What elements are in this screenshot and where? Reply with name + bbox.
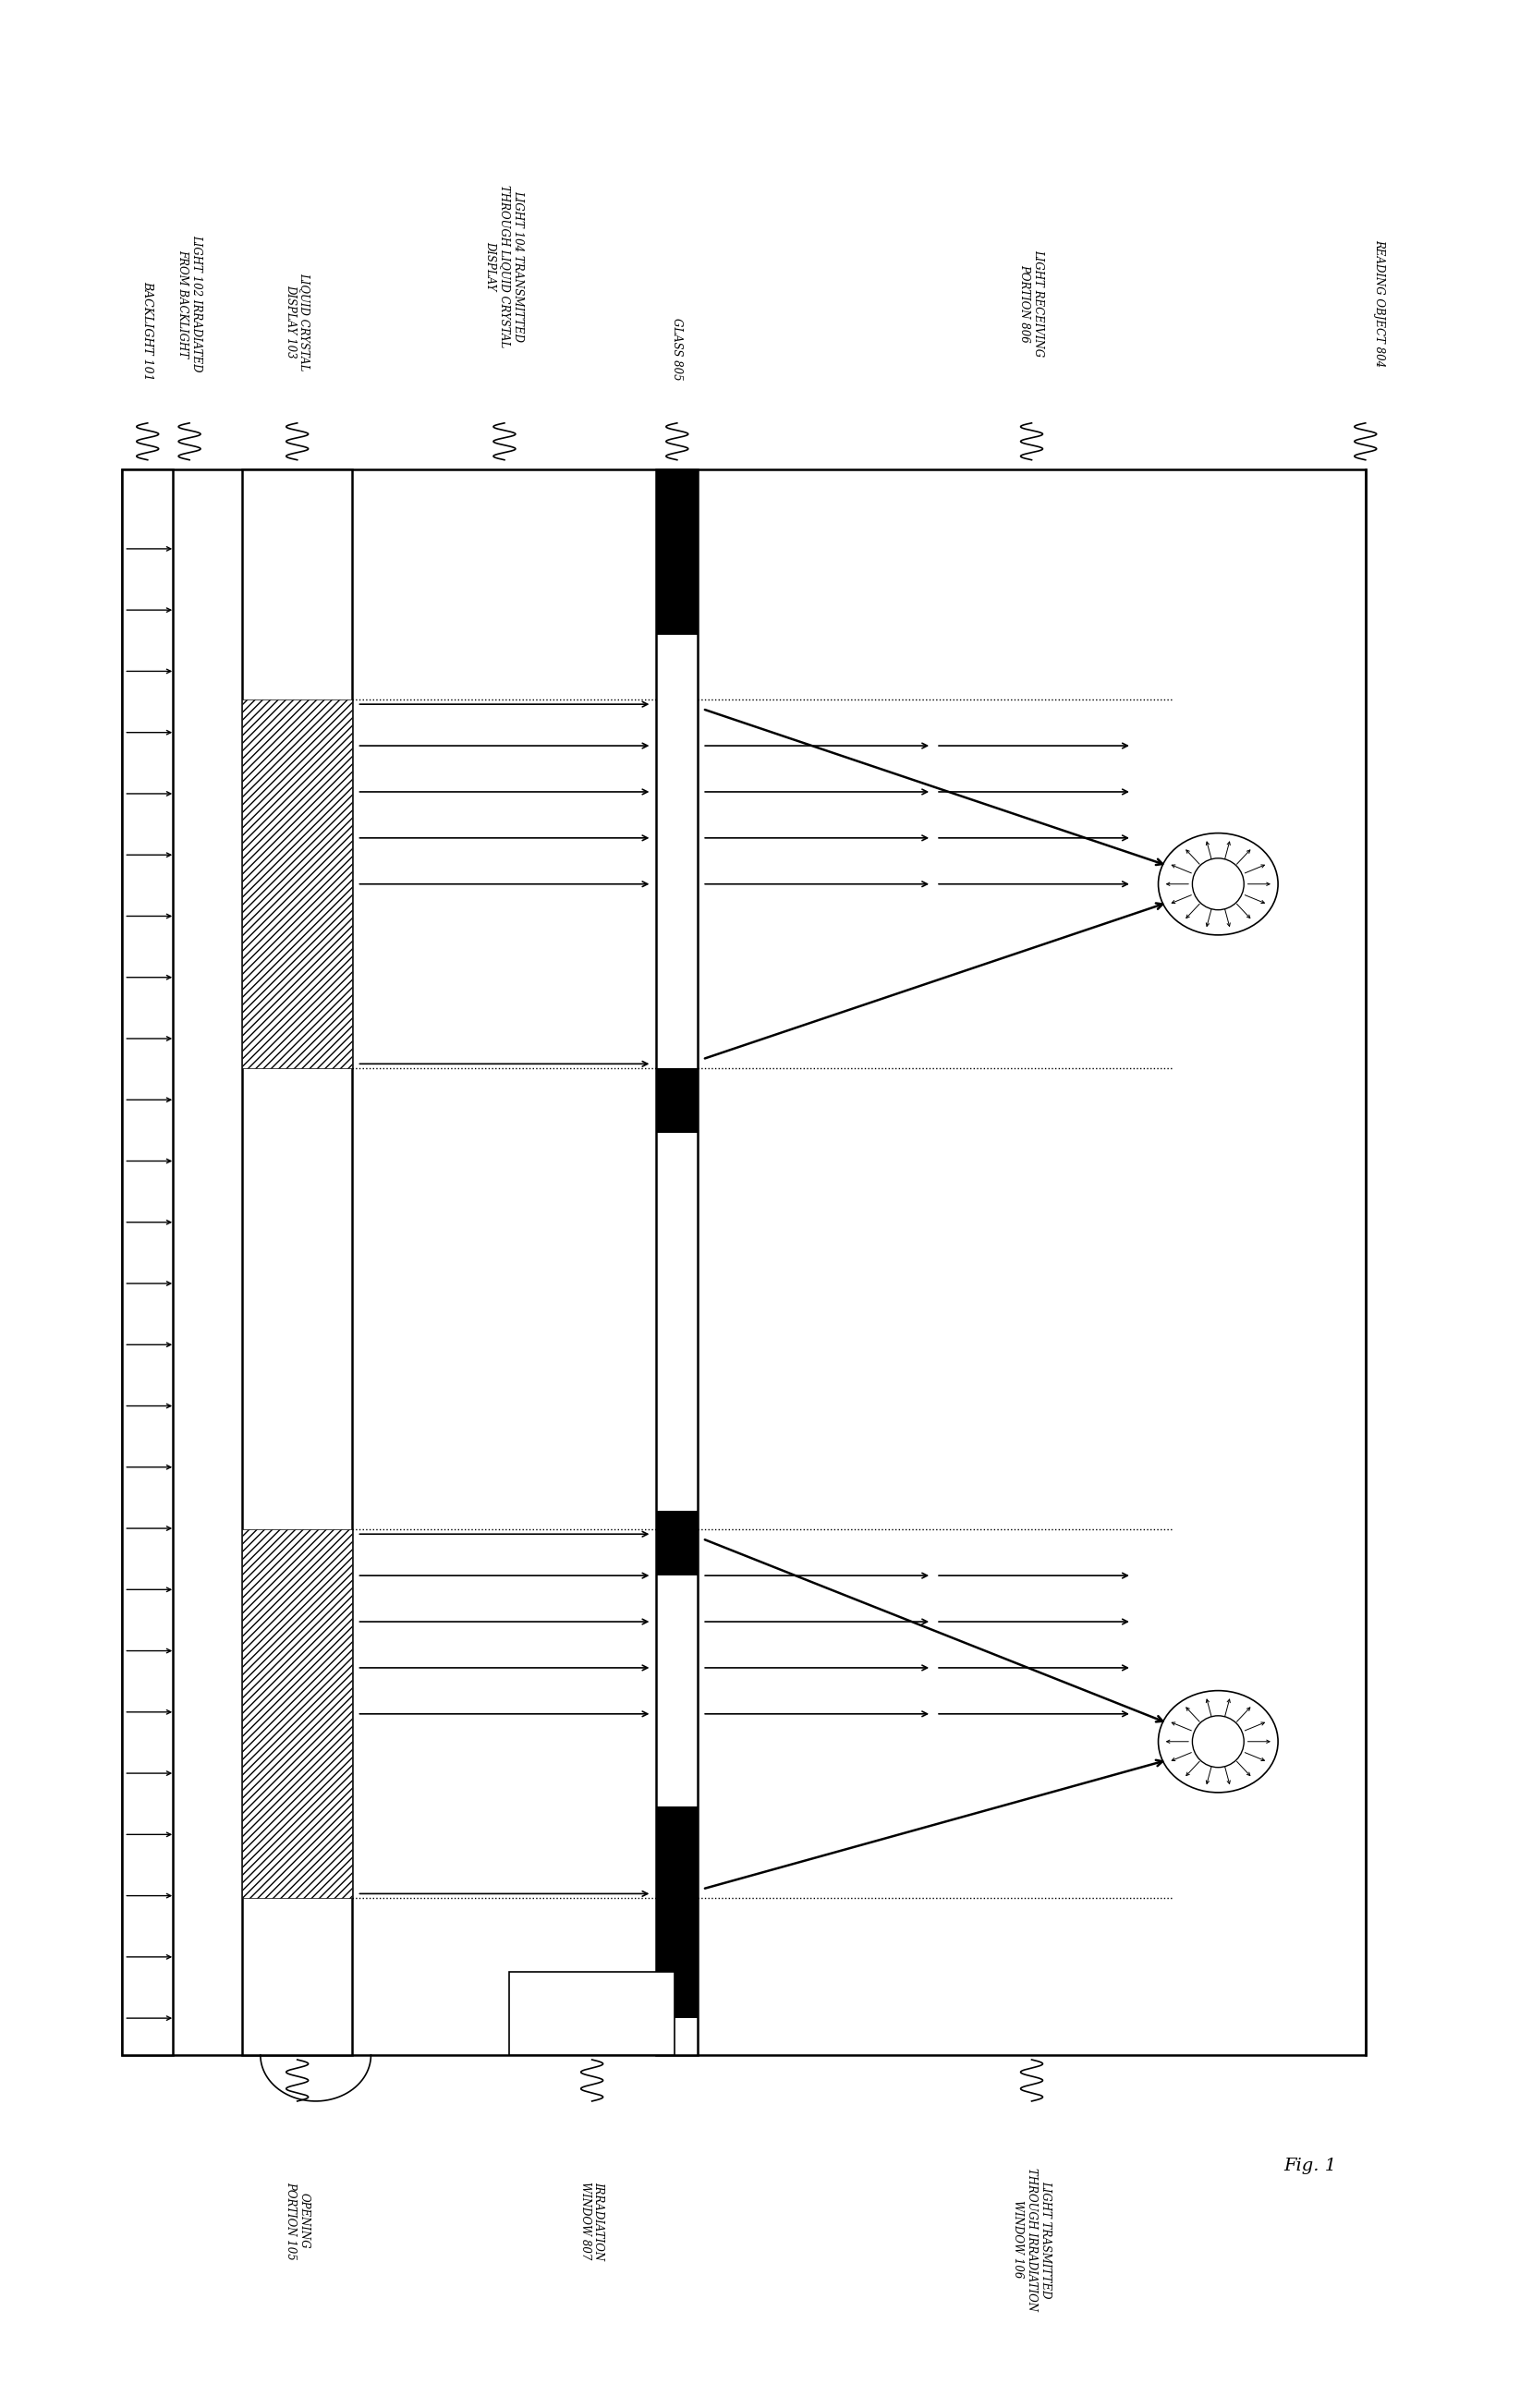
Bar	[657, 1806, 698, 2018]
Bar	[509, 1972, 675, 2054]
Bar	[122, 470, 1365, 2054]
Text: LIQUID CRYSTAL
DISPLAY 103: LIQUID CRYSTAL DISPLAY 103	[284, 272, 310, 371]
Text: LIGHT RECEIVING
PORTION 806: LIGHT RECEIVING PORTION 806	[1018, 250, 1044, 356]
Bar	[657, 1512, 698, 1575]
Bar	[242, 1529, 353, 1898]
Bar	[122, 470, 173, 2054]
Text: IRRADIATION
WINDOW 807: IRRADIATION WINDOW 807	[579, 2182, 605, 2261]
Text: OPENING
PORTION 105: OPENING PORTION 105	[284, 2182, 310, 2261]
Text: Fig. 1: Fig. 1	[1284, 2158, 1336, 2174]
Text: READING OBJECT 804: READING OBJECT 804	[1373, 238, 1385, 366]
Bar	[657, 470, 698, 2054]
Text: LIGHT 102 IRRADIATED
FROM BACKLIGHT: LIGHT 102 IRRADIATED FROM BACKLIGHT	[176, 234, 202, 371]
Text: GLASS 805: GLASS 805	[672, 318, 682, 380]
Text: LIGHT 104 TRANSMITTED
THROUGH LIQUID CRYSTAL
DISPLAY: LIGHT 104 TRANSMITTED THROUGH LIQUID CRY…	[485, 185, 524, 347]
Text: LIGHT TRASMITTED
THROUGH IRRADIATION
WINDOW 106: LIGHT TRASMITTED THROUGH IRRADIATION WIN…	[1012, 2167, 1052, 2312]
Bar	[657, 1069, 698, 1134]
Bar	[242, 701, 353, 1069]
Bar	[657, 470, 698, 636]
Bar	[242, 470, 353, 2054]
Text: BACKLIGHT 101: BACKLIGHT 101	[141, 282, 154, 380]
